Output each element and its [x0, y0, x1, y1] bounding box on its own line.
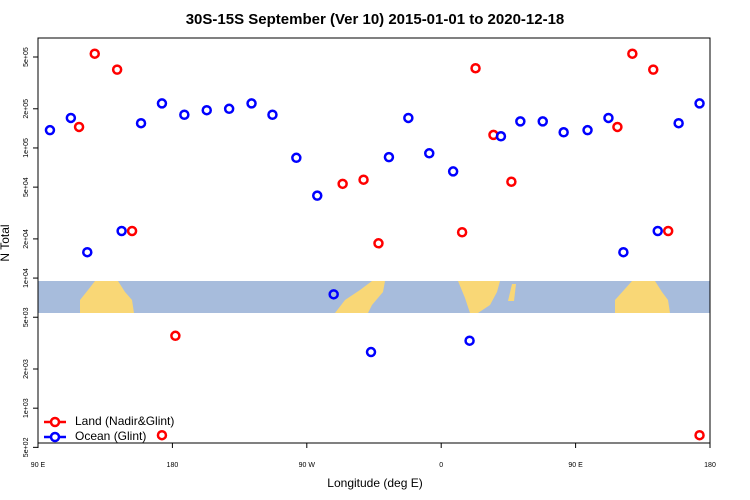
legend-marker: [49, 431, 61, 443]
data-point: [156, 429, 168, 441]
data-point: [73, 121, 85, 133]
x-tick-label: 180: [704, 462, 716, 469]
data-point: [89, 48, 100, 59]
data-point: [582, 124, 593, 136]
data-point: [312, 190, 323, 201]
data-point: [515, 116, 526, 127]
data-point: [537, 116, 548, 127]
data-point: [424, 148, 435, 159]
data-point: [170, 330, 181, 342]
y-tick-label: 1e+05: [23, 138, 30, 158]
y-tick-label: 5e+03: [23, 307, 30, 327]
legend-label: Ocean (Glint): [75, 429, 146, 443]
data-point: [291, 152, 302, 164]
data-point: [612, 121, 623, 133]
data-point: [267, 109, 278, 120]
data-point: [403, 112, 414, 124]
y-tick-label: 5e+02: [23, 437, 30, 457]
data-point: [179, 109, 190, 120]
x-tick-label: 90 W: [299, 462, 316, 469]
data-point: [506, 176, 517, 187]
x-tick-label: 180: [167, 462, 179, 469]
y-tick-label: 2e+05: [23, 99, 30, 119]
legend-marker: [49, 416, 61, 428]
data-point: [603, 112, 614, 124]
data-point: [135, 117, 147, 129]
x-tick-label: 90 E: [568, 462, 583, 469]
data-point: [116, 225, 127, 237]
data-point: [648, 64, 659, 75]
legend: Land (Nadir&Glint)Ocean (Glint): [44, 414, 174, 443]
data-point: [328, 289, 339, 300]
data-point: [447, 166, 459, 177]
data-point: [456, 226, 468, 238]
y-tick-label: 1e+04: [23, 268, 30, 288]
y-tick-label: 5e+04: [23, 177, 30, 197]
data-point: [126, 225, 138, 237]
y-axis-label: N Total: [0, 224, 12, 261]
data-point: [156, 98, 168, 109]
data-point: [618, 246, 629, 258]
data-point: [223, 103, 235, 115]
data-point: [65, 112, 77, 124]
data-point: [44, 124, 56, 136]
data-point: [111, 64, 123, 75]
y-tick-label: 2e+03: [23, 359, 30, 379]
legend-label: Land (Nadir&Glint): [75, 414, 174, 428]
data-point: [627, 48, 638, 59]
x-tick-label: 90 E: [31, 462, 46, 469]
data-point: [373, 238, 384, 249]
x-axis-label: Longitude (deg E): [327, 476, 422, 490]
data-point: [495, 131, 507, 142]
data-point: [365, 346, 377, 358]
data-point: [337, 178, 348, 190]
data-point: [246, 98, 257, 109]
data-point: [673, 117, 684, 129]
data-point: [694, 429, 705, 441]
chart-title: 30S-15S September (Ver 10) 2015-01-01 to…: [186, 11, 565, 28]
y-tick-label: 5e+05: [23, 47, 30, 67]
data-point: [358, 174, 369, 185]
data-point: [470, 62, 481, 74]
data-point: [662, 225, 674, 237]
data-point: [694, 98, 705, 109]
x-tick-label: 0: [439, 462, 443, 469]
y-tick-label: 1e+03: [23, 398, 30, 418]
data-point: [464, 335, 475, 346]
data-point: [82, 246, 93, 258]
data-point: [652, 225, 663, 237]
y-tick-label: 2e+04: [23, 229, 30, 249]
data-point: [558, 127, 569, 138]
map-band: [38, 281, 710, 313]
plot-frame: [37, 37, 711, 444]
data-point: [201, 104, 212, 116]
data-point: [383, 151, 395, 163]
